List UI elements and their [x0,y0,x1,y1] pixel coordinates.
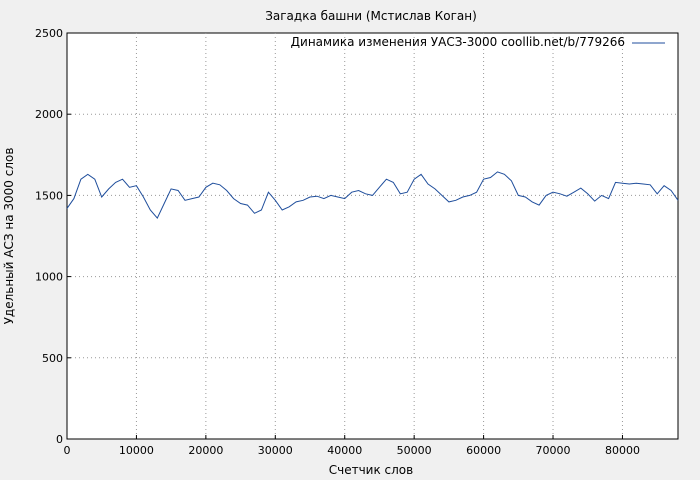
x-tick-label: 50000 [397,444,432,457]
y-axis-label: Удельный АСЗ на 3000 слов [2,148,16,325]
series-lines [66,171,679,220]
plot-area [66,32,679,440]
x-axis-label: Счетчик слов [329,463,413,477]
y-tick-label: 500 [42,352,63,365]
x-tick-label: 40000 [327,444,362,457]
y-tick-label: 0 [56,433,63,446]
x-tick-label: 0 [64,444,71,457]
x-tick-label: 60000 [466,444,501,457]
series-line [66,171,679,220]
legend-label: Динамика изменения УАСЗ-3000 coollib.net… [291,35,625,49]
x-tick-label: 70000 [536,444,571,457]
x-tick-label: 80000 [605,444,640,457]
legend: Динамика изменения УАСЗ-3000 coollib.net… [291,35,665,49]
x-tick-label: 30000 [258,444,293,457]
y-tick-label: 2500 [35,27,63,40]
y-axis-ticks: 0 500 1000 1500 2000 2500 [35,27,71,446]
y-tick-label: 1000 [35,271,63,284]
chart-title: Загадка башни (Мстислав Коган) [265,9,477,23]
x-tick-label: 20000 [188,444,223,457]
y-tick-label: 2000 [35,108,63,121]
y-tick-label: 1500 [35,189,63,202]
x-axis-ticks: 0 10000 20000 30000 40000 50000 60000 70000 8000… [64,435,640,457]
x-tick-label: 10000 [119,444,154,457]
